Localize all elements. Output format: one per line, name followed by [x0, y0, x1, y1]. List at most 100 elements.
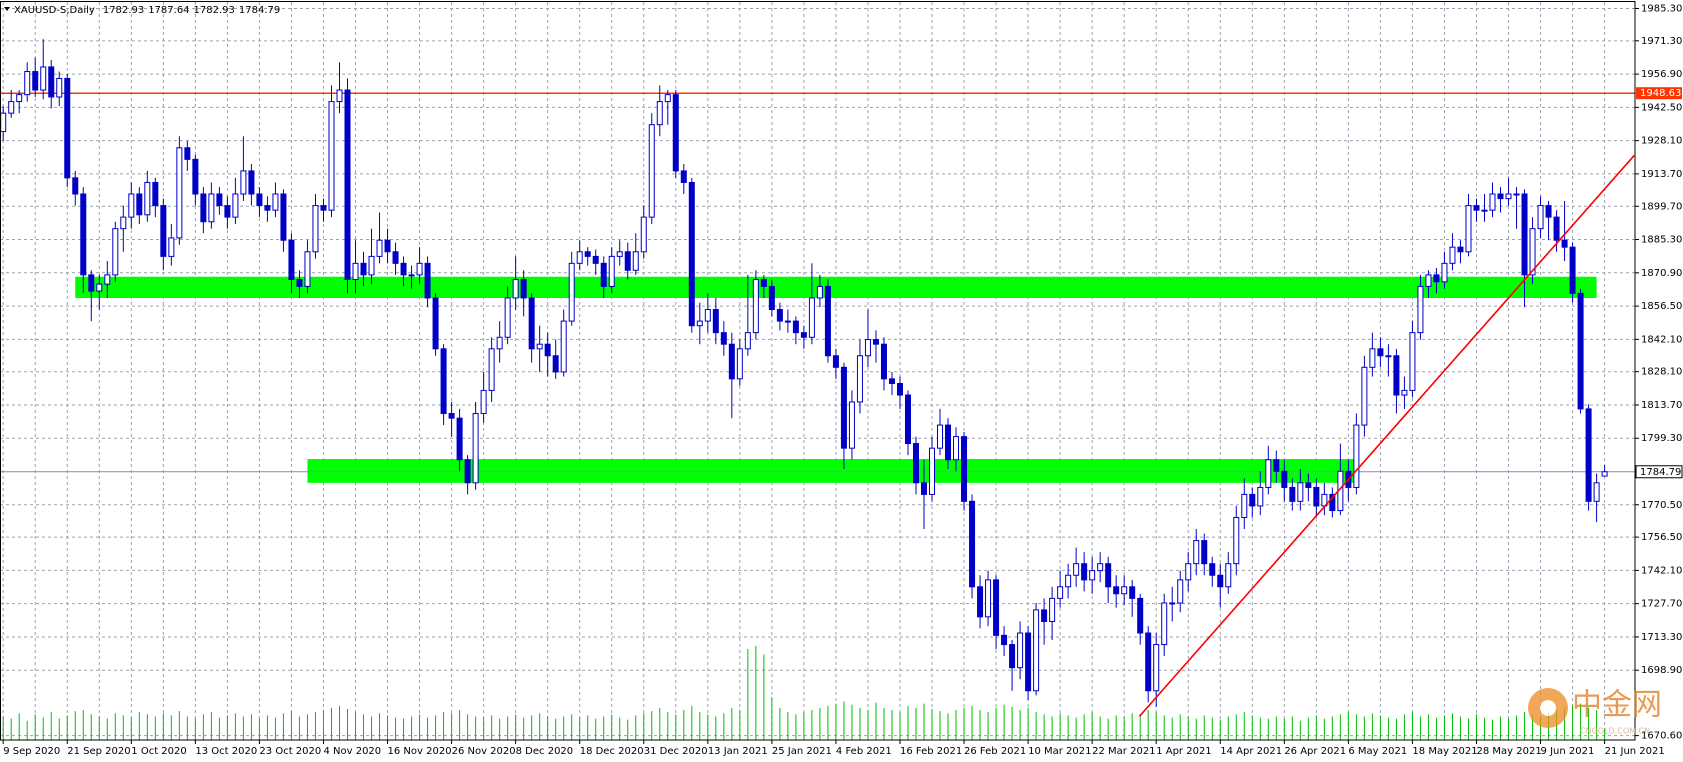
candle-body — [816, 285, 823, 299]
candle-body — [64, 77, 71, 179]
x-tick-label: 26 Nov 2020 — [452, 746, 516, 757]
candle-body — [792, 320, 799, 334]
candle-body — [872, 339, 879, 345]
y-tick-label: 1856.50 — [1641, 301, 1682, 312]
candle-body — [464, 459, 471, 484]
candle-body — [1401, 389, 1408, 396]
candle-body — [1249, 493, 1256, 507]
candle-body — [1569, 246, 1576, 294]
x-tick-label: 10 Mar 2021 — [1028, 746, 1091, 757]
candle-body — [264, 205, 271, 211]
candle-body — [1257, 486, 1264, 507]
x-tick-label: 1 Oct 2020 — [131, 746, 186, 757]
candle-body — [1073, 563, 1080, 576]
candle-body — [776, 309, 783, 322]
x-tick-label: 31 Dec 2020 — [644, 746, 708, 757]
plot — [0, 39, 1635, 740]
candle-body — [384, 239, 391, 253]
candle-body — [848, 401, 855, 449]
candle-body — [536, 343, 543, 350]
candle-body — [1121, 586, 1128, 595]
candle-body — [1465, 205, 1472, 253]
candle-body — [400, 262, 407, 276]
candle-body — [896, 382, 903, 396]
candle-body — [336, 89, 343, 103]
candle-body — [977, 586, 984, 618]
candle-body — [592, 255, 599, 264]
candle-body — [560, 320, 567, 373]
candle-body — [320, 205, 327, 211]
zone — [75, 276, 1597, 298]
y-tick-label: 1928.10 — [1641, 136, 1682, 147]
candle-body — [953, 436, 960, 461]
candle-body — [929, 447, 936, 495]
candle-body — [248, 170, 255, 195]
candle-body — [1545, 205, 1552, 218]
candle-body — [800, 332, 807, 338]
candle-body — [1585, 408, 1592, 502]
candle-body — [88, 274, 95, 292]
candle-body — [192, 158, 199, 195]
close: 1784.79 — [239, 5, 280, 16]
candle-body — [512, 279, 519, 299]
candle-body — [616, 251, 623, 257]
candle-body — [704, 309, 711, 322]
symbol: XAUUSD-S,Daily — [14, 5, 95, 16]
y-tick-label: 1742.10 — [1641, 565, 1682, 576]
x-tick-label: 22 Mar 2021 — [1092, 746, 1155, 757]
level-tag — [1636, 87, 1682, 100]
candle-body — [808, 297, 815, 338]
candle-body — [768, 285, 775, 311]
candle-body — [1001, 634, 1008, 646]
x-tick-label: 28 May 2021 — [1476, 746, 1541, 757]
candle-body — [136, 193, 143, 216]
candle-body — [584, 251, 591, 257]
candle-body — [1393, 355, 1400, 396]
candle-body — [272, 193, 279, 211]
candle-body — [256, 193, 263, 207]
candle-body — [1529, 228, 1536, 276]
candle-body — [392, 251, 399, 264]
candle-body — [480, 389, 487, 415]
x-tick-label: 26 Feb 2021 — [964, 746, 1026, 757]
candle-body — [888, 378, 895, 384]
candle-body — [648, 124, 655, 218]
candle-body — [1289, 486, 1296, 502]
candle-body — [1553, 216, 1560, 241]
candle-body — [1153, 644, 1160, 692]
candle-body — [360, 262, 367, 276]
candle-body — [376, 239, 383, 257]
header: XAUUSD-S,Daily 1782.93 1787.64 1782.93 1784.… — [4, 5, 280, 16]
watermark-logo-inner — [1540, 700, 1556, 716]
x-tick-label: 18 Dec 2020 — [580, 746, 644, 757]
candle-body — [32, 71, 39, 91]
candle-body — [1017, 632, 1024, 669]
candle-body — [1497, 193, 1504, 200]
y-tick-label: 1971.30 — [1641, 36, 1682, 47]
candle-body — [945, 424, 952, 461]
candle-body — [0, 112, 7, 133]
y-tick-label: 1698.90 — [1641, 665, 1682, 676]
candle-body — [1441, 262, 1448, 283]
candle-body — [1273, 459, 1280, 472]
candle-body — [496, 336, 503, 350]
candle-body — [1081, 563, 1088, 581]
candle-body — [1161, 602, 1168, 646]
candle-body — [472, 413, 479, 484]
y-tick-label: 1985.30 — [1641, 3, 1682, 14]
candle-body — [576, 251, 583, 264]
candle-body — [993, 579, 1000, 636]
candle-body — [904, 394, 911, 445]
candle-body — [1417, 285, 1424, 334]
watermark: 中金网 CNGOLD.COM.CN — [1528, 688, 1662, 736]
candle-body — [672, 94, 679, 172]
candle-body — [232, 193, 239, 218]
x-tick-label: 14 Apr 2021 — [1220, 746, 1282, 757]
candle-body — [840, 366, 847, 449]
x-tick-label: 16 Nov 2020 — [388, 746, 452, 757]
candle-body — [16, 94, 23, 103]
candle-body — [1369, 348, 1376, 368]
y-tick-label: 1670.60 — [1641, 731, 1682, 742]
candle-body — [448, 413, 455, 419]
candle-body — [1433, 274, 1440, 283]
